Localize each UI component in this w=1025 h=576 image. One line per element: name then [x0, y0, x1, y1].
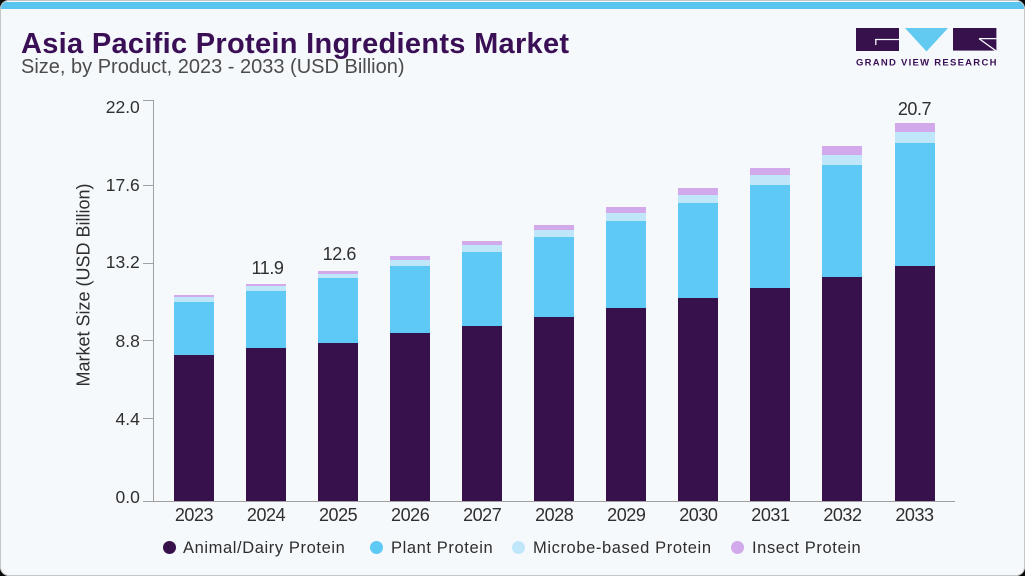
svg-text:GRAND VIEW RESEARCH: GRAND VIEW RESEARCH — [856, 58, 997, 69]
